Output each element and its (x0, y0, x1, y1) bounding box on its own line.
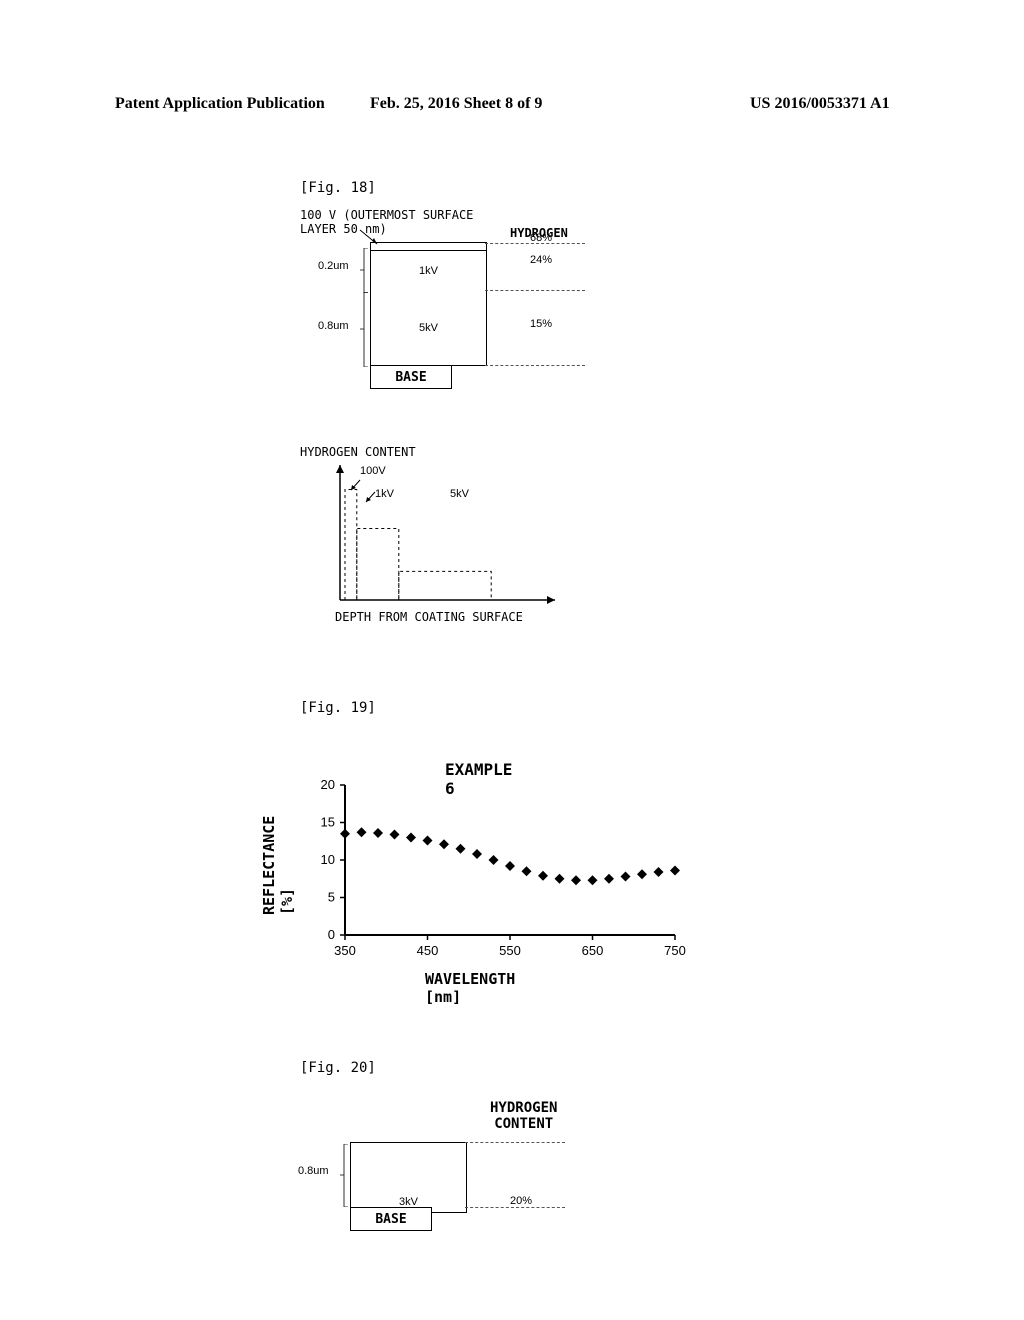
fig18-layer1-voltage: 1kV (419, 265, 438, 277)
arrow-icon (363, 490, 377, 504)
fig18-caption: 100 V (OUTERMOST SURFACE LAYER 50 nm) (300, 208, 473, 236)
fig20-label: [Fig. 20] (300, 1060, 376, 1076)
brace-icon (340, 1144, 350, 1207)
dashed-line (485, 290, 585, 291)
svg-text:550: 550 (499, 943, 521, 958)
fig18-chart: HYDROGEN CONTENT 100V 1kV 5kV DEPTH FROM… (320, 460, 580, 625)
fig19-svg: 0 5 10 15 20 350 450 550 650 750 (300, 775, 700, 975)
fig18-layer-1kv: 1kV (370, 250, 487, 292)
fig18-curve-1kv: 1kV (375, 488, 394, 500)
fig20-base: BASE (350, 1207, 432, 1231)
svg-text:350: 350 (334, 943, 356, 958)
svg-text:650: 650 (582, 943, 604, 958)
svg-text:0: 0 (328, 927, 335, 942)
dashed-line (465, 1142, 565, 1143)
svg-text:10: 10 (321, 852, 335, 867)
fig18-curve-5kv: 5kV (450, 488, 469, 500)
fig18-layer2-thickness: 0.8um (318, 320, 349, 332)
page: Patent Application Publication Feb. 25, … (0, 0, 1024, 1320)
dashed-line (465, 1207, 565, 1208)
brace-icon (360, 292, 370, 367)
arrow-icon (355, 228, 385, 248)
brace-icon (360, 248, 370, 293)
arrow-icon (348, 478, 362, 492)
svg-text:15: 15 (321, 815, 335, 830)
fig20-layer: 3kV (350, 1142, 467, 1213)
svg-text:20: 20 (321, 777, 335, 792)
fig19-xlabel: WAVELENGTH [nm] (425, 970, 515, 1006)
header-left: Patent Application Publication (115, 95, 325, 113)
fig18-h1-top: 68% (530, 232, 552, 244)
fig18-curve-100v: 100V (360, 465, 386, 477)
svg-text:750: 750 (664, 943, 686, 958)
fig18-h1-bot: 24% (530, 254, 552, 266)
header-right: US 2016/0053371 A1 (750, 95, 890, 113)
fig18-layer2-voltage: 5kV (419, 322, 438, 334)
fig18-layer-5kv: 5kV (370, 290, 487, 366)
svg-text:450: 450 (417, 943, 439, 958)
fig20-thickness: 0.8um (298, 1165, 329, 1177)
header-center: Feb. 25, 2016 Sheet 8 of 9 (370, 95, 542, 113)
fig18-chart-ylabel: HYDROGEN CONTENT (300, 445, 416, 459)
fig18-label: [Fig. 18] (300, 180, 376, 196)
fig18-layer1-thickness: 0.2um (318, 260, 349, 272)
fig18-h2: 15% (530, 318, 552, 330)
fig20-hydrogen-label: HYDROGEN CONTENT (490, 1100, 557, 1132)
dashed-line (485, 365, 585, 366)
fig19-ylabel: REFLECTANCE [%] (260, 816, 296, 915)
fig18-base: BASE (370, 365, 452, 389)
fig19-label: [Fig. 19] (300, 700, 376, 716)
svg-text:5: 5 (328, 890, 335, 905)
fig18-chart-xlabel: DEPTH FROM COATING SURFACE (335, 610, 523, 624)
fig20-h: 20% (510, 1195, 532, 1207)
